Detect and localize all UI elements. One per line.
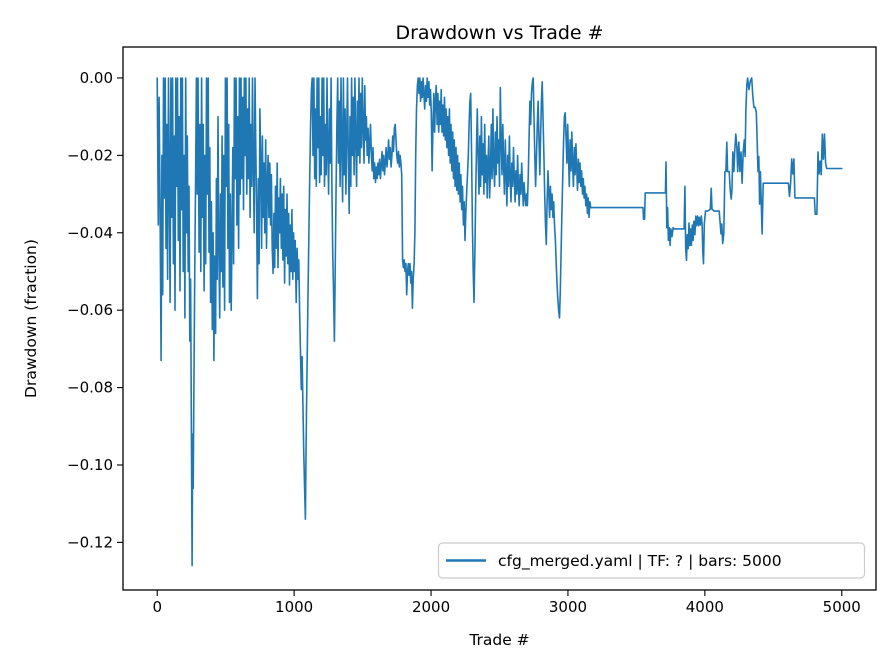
x-tick-label: 3000 xyxy=(549,598,587,616)
chart-title: Drawdown vs Trade # xyxy=(395,22,603,44)
y-tick-label: −0.02 xyxy=(67,146,113,164)
x-tick-label: 4000 xyxy=(686,598,724,616)
legend: cfg_merged.yaml | TF: ? | bars: 5000 xyxy=(437,542,866,579)
y-tick-label: −0.04 xyxy=(67,224,113,242)
x-tick-label: 1000 xyxy=(275,598,313,616)
y-tick-label: −0.12 xyxy=(67,533,113,551)
y-axis-label: Drawdown (fraction) xyxy=(22,239,40,398)
y-axis-ticks: 0.00 −0.02 −0.04 −0.06 −0.08 −0.10 −0.12 xyxy=(67,69,123,551)
y-tick-label: −0.08 xyxy=(67,379,113,397)
legend-entry-label: cfg_merged.yaml | TF: ? | bars: 5000 xyxy=(498,552,782,571)
x-axis-label: Trade # xyxy=(468,631,529,649)
x-axis-ticks: 0 1000 2000 3000 4000 5000 xyxy=(152,590,861,616)
y-tick-label: −0.06 xyxy=(67,301,113,319)
legend-box xyxy=(437,542,866,579)
x-tick-label: 2000 xyxy=(412,598,450,616)
x-tick-label: 5000 xyxy=(823,598,861,616)
x-tick-label: 0 xyxy=(152,598,162,616)
y-tick-label: −0.10 xyxy=(67,456,113,474)
drawdown-line-series xyxy=(156,77,843,567)
plot-area-border xyxy=(122,46,877,591)
y-tick-label: 0.00 xyxy=(80,69,113,87)
